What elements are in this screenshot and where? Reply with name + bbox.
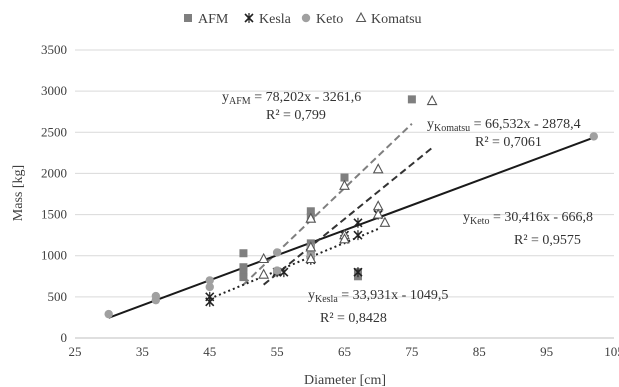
point-keto (151, 295, 161, 305)
equation-kesla: yKesla = 33,931x - 1049,5 (308, 288, 448, 305)
point-keto (205, 276, 214, 285)
r-squared-kesla: R² = 0,8428 (320, 311, 387, 326)
y-tick-label: 2500 (41, 124, 67, 139)
x-tick-label: 55 (271, 344, 284, 359)
x-tick-label: 95 (540, 344, 553, 359)
point-komatsu (305, 212, 317, 223)
point-komatsu (305, 241, 317, 252)
tick-labels: 0 500 1000 1500 2000 2500 3000 3500 25 35 45 55 65 75… (41, 42, 619, 359)
trendline-equations: yAFM = 78,202x - 3261,6R² = 0,799 yKesla … (222, 90, 593, 326)
legend-label-afm: AFM (198, 12, 229, 27)
point-komatsu (258, 252, 270, 264)
legend-marker-afm (184, 14, 192, 22)
point-keto (272, 248, 282, 257)
trendlines (108, 123, 595, 319)
trendline-kesla (209, 227, 379, 300)
point-keto (589, 132, 598, 141)
point-kesla (353, 230, 363, 241)
y-tick-label: 3500 (41, 42, 67, 57)
legend-marker-komatsu (355, 11, 367, 23)
legend: AFM Kesla Keto Komatsu (184, 11, 422, 27)
point-afm (239, 273, 248, 282)
legend-label-keto: Keto (316, 12, 343, 27)
point-afm (239, 263, 248, 272)
y-tick-label: 3000 (41, 83, 67, 98)
point-afm (340, 173, 349, 182)
point-keto (272, 266, 282, 275)
legend-marker-kesla (244, 13, 254, 23)
x-tick-label: 35 (136, 344, 149, 359)
point-komatsu (258, 268, 270, 279)
point-komatsu (372, 163, 384, 174)
legend-label-kesla: Kesla (259, 12, 292, 27)
point-komatsu (379, 216, 391, 227)
x-tick-label: 105 (604, 344, 619, 359)
x-tick-label: 45 (203, 344, 216, 359)
r-squared-keto: R² = 0,9575 (514, 233, 581, 248)
equation-afm: yAFM = 78,202x - 3261,6 (222, 90, 361, 107)
point-afm (239, 249, 248, 258)
x-tick-label: 85 (473, 344, 486, 359)
point-komatsu (426, 94, 438, 106)
point-kesla (353, 217, 363, 228)
r-squared-afm: R² = 0,799 (266, 108, 326, 123)
point-kesla (353, 267, 363, 278)
y-axis-label: Mass [kg] (11, 165, 26, 221)
r-squared-komatsu: R² = 0,7061 (475, 135, 542, 150)
y-tick-label: 500 (48, 289, 68, 304)
point-afm (239, 268, 248, 277)
y-tick-label: 0 (61, 330, 68, 345)
data-points (104, 94, 598, 319)
point-komatsu (372, 208, 384, 219)
y-tick-label: 1500 (41, 207, 67, 222)
trendline-keto (108, 136, 595, 319)
point-komatsu (339, 233, 350, 244)
trendline-komatsu (263, 147, 433, 286)
point-komatsu (339, 179, 350, 190)
point-kesla (205, 296, 215, 307)
point-afm (407, 95, 416, 104)
grid-lines (75, 49, 614, 298)
x-tick-label: 75 (405, 344, 418, 359)
x-tick-label: 65 (338, 344, 351, 359)
equation-keto: yKeto = 30,416x - 666,8 (463, 210, 593, 227)
y-tick-label: 2000 (41, 165, 67, 180)
legend-label-komatsu: Komatsu (371, 12, 422, 27)
point-afm (306, 207, 315, 216)
x-axis-label: Diameter [cm] (304, 373, 386, 387)
point-keto (205, 282, 214, 292)
equation-komatsu: yKomatsu = 66,532x - 2878,4 (427, 117, 581, 134)
point-komatsu (305, 252, 317, 264)
point-keto (104, 309, 113, 319)
legend-marker-keto (301, 13, 311, 23)
x-tick-label: 25 (69, 344, 82, 359)
y-tick-label: 1000 (41, 248, 67, 263)
trendline-afm (242, 123, 413, 286)
